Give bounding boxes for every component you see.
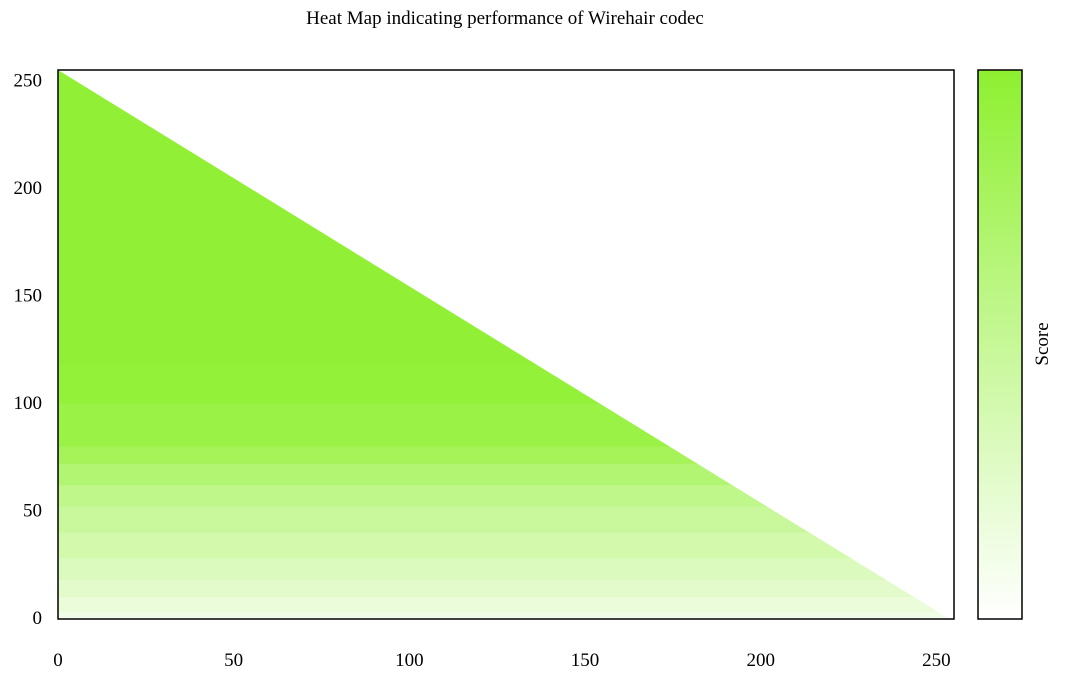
heatmap-band-2 — [58, 579, 948, 598]
heatmap-band-1 — [58, 596, 948, 613]
heatmap-band-0 — [58, 611, 948, 618]
x-tick-label: 100 — [395, 650, 424, 671]
y-tick-label: 100 — [14, 393, 43, 414]
axis-tick-labels: 0 50 100 150 200 250 0 50 100 150 200 250 — [14, 71, 951, 671]
y-tick-label: 50 — [23, 501, 42, 522]
x-tick-label: 150 — [571, 650, 600, 671]
heatmap-band-4 — [58, 532, 948, 559]
y-tick-label: 0 — [33, 608, 43, 629]
y-tick-label: 150 — [14, 286, 43, 307]
y-tick-label: 200 — [14, 178, 43, 199]
heatmap-band-5 — [58, 506, 948, 533]
x-tick-label: 200 — [746, 650, 775, 671]
colorbar-label: Score — [1032, 322, 1053, 365]
heatmap-band-11 — [58, 70, 948, 365]
heatmap-band-6 — [58, 484, 948, 507]
y-tick-label: 250 — [14, 71, 43, 92]
colorbar — [977, 69, 1023, 620]
heatmap-band-8 — [58, 446, 948, 464]
chart-title: Heat Map indicating performance of Wireh… — [306, 8, 704, 29]
heatmap-band-3 — [58, 557, 948, 580]
plot-frame — [57, 69, 955, 620]
heatmap-band-9 — [58, 403, 948, 447]
x-tick-label: 0 — [53, 650, 63, 671]
heatmap-plot-area — [58, 70, 948, 618]
heatmap-band-7 — [58, 463, 948, 486]
x-tick-label: 50 — [224, 650, 243, 671]
heatmap-band-10 — [58, 364, 948, 404]
x-tick-label: 250 — [922, 650, 951, 671]
